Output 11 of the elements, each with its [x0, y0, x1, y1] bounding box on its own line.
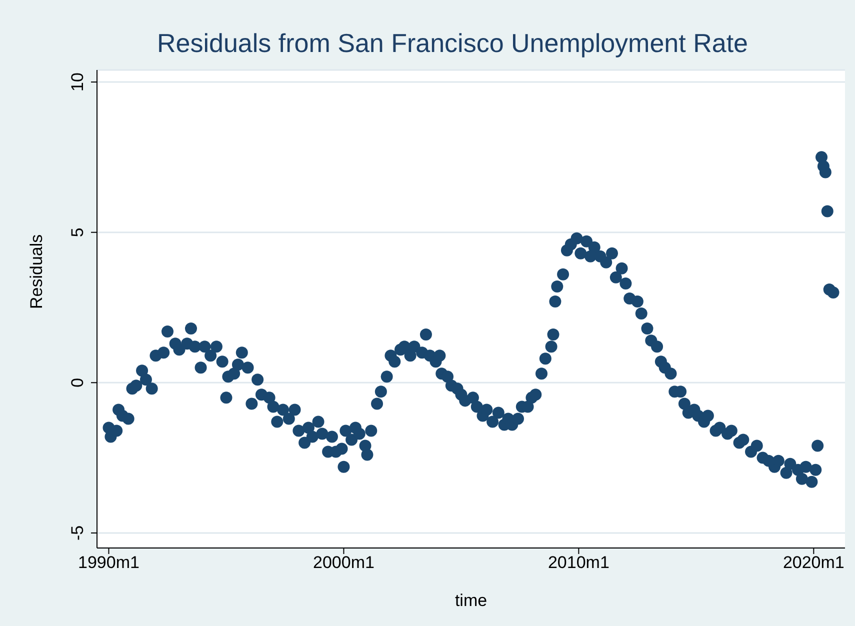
y-axis-title: Residuals: [27, 234, 46, 309]
y-tick-label: -5: [68, 525, 87, 541]
y-tick-label: 10: [68, 72, 87, 92]
x-tick-label: 2020m1: [782, 553, 844, 572]
x-tick-label: 2000m1: [313, 553, 374, 572]
x-tick-label: 1990m1: [78, 553, 140, 572]
y-tick-label: 5: [68, 228, 87, 238]
x-axis-title: time: [454, 591, 488, 610]
y-tick-label: 0: [68, 378, 87, 388]
x-tick-label: 2010m1: [548, 553, 610, 572]
chart-title: Residuals from San Francisco Unemployment Rate: [156, 28, 750, 59]
